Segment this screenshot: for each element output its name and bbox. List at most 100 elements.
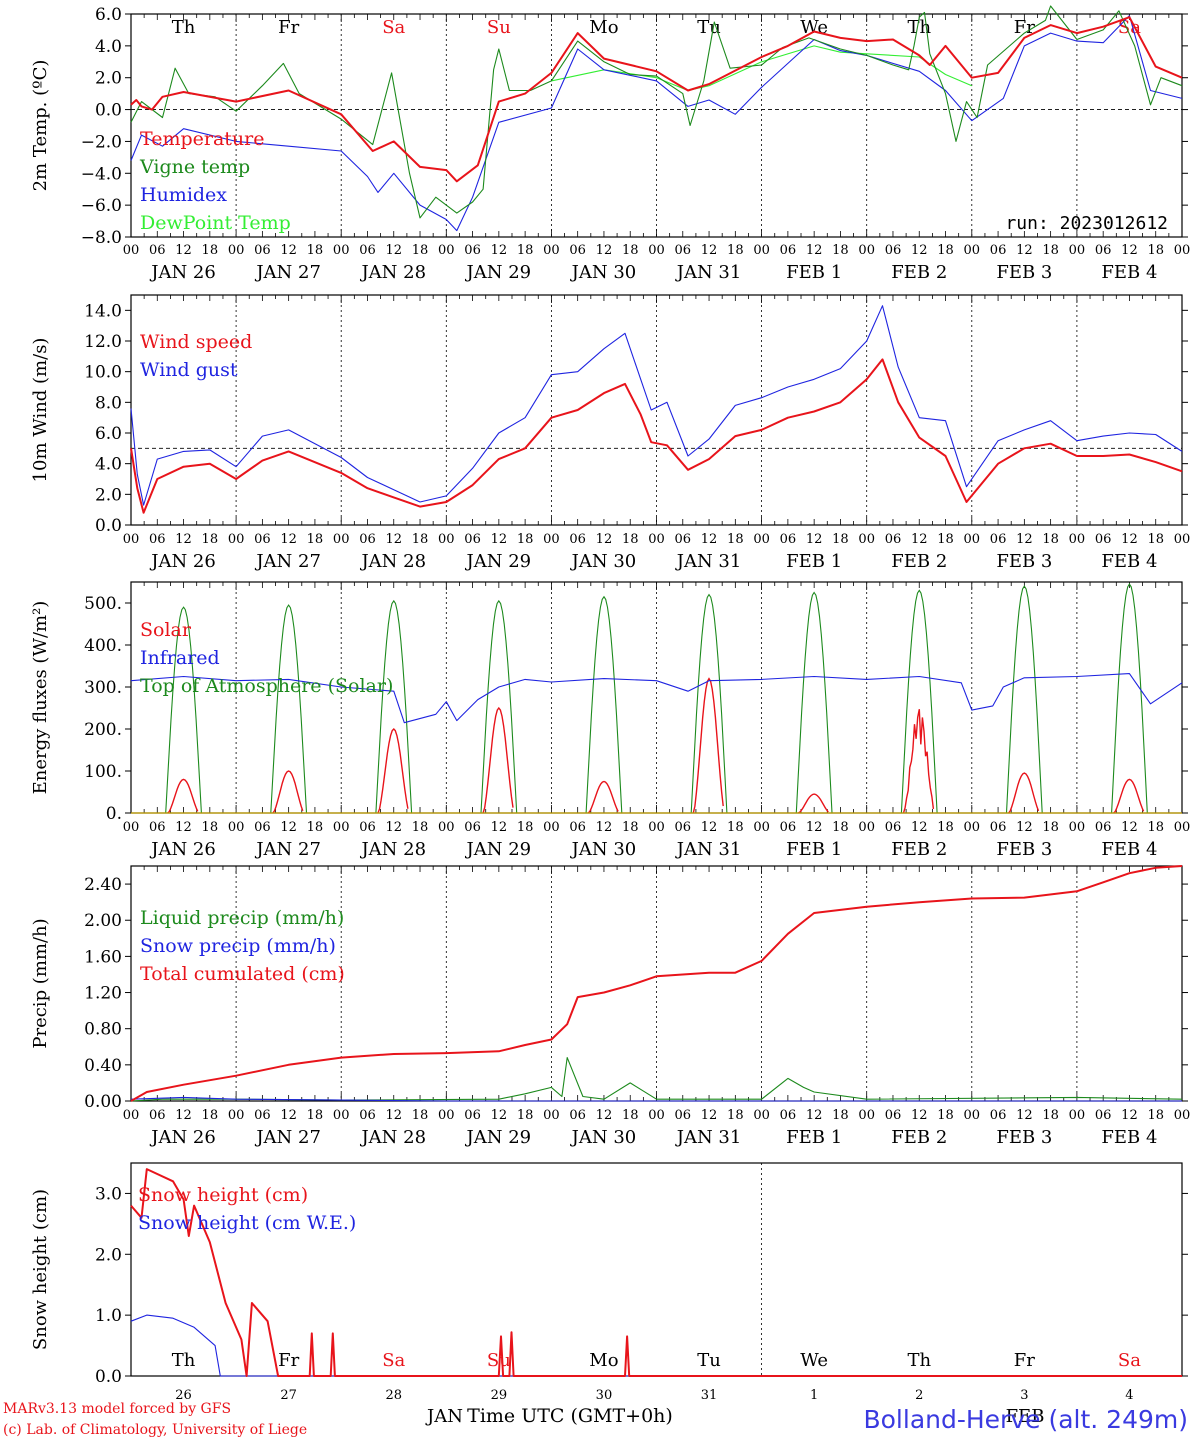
x-hour-label: 00 [648, 820, 665, 835]
x-date-label: FEB 1 [786, 262, 842, 283]
y-tick-label: 4.0 [95, 37, 122, 57]
x-date-label: JAN 26 [149, 839, 216, 860]
x-hour-label: 06 [359, 243, 376, 258]
day-number-label: 31 [701, 1388, 718, 1403]
x-hour-label: 00 [228, 1108, 245, 1123]
x-date-label: FEB 2 [891, 262, 947, 283]
x-hour-label: 00 [123, 820, 140, 835]
x-hour-label: 00 [753, 532, 770, 547]
y-tick-label: 2.0 [95, 1245, 122, 1265]
series-solar-day [377, 727, 409, 814]
x-date-label: FEB 4 [1101, 839, 1157, 860]
x-hour-label: 18 [622, 1108, 639, 1123]
x-hour-label: 06 [359, 1108, 376, 1123]
x-date-label: JAN 29 [465, 1127, 532, 1148]
series-toa-solar-day [585, 595, 623, 814]
x-hour-label: 12 [385, 243, 402, 258]
x-hour-label: 00 [543, 243, 560, 258]
x-hour-label: 00 [333, 820, 350, 835]
x-hour-label: 00 [228, 532, 245, 547]
x-hour-label: 00 [648, 1108, 665, 1123]
x-hour-label: 12 [1016, 1108, 1033, 1123]
x-hour-label: 06 [675, 820, 692, 835]
y-tick-label: 10.0 [84, 363, 122, 383]
series-temperature [130, 16, 1183, 183]
x-hour-label: 06 [990, 1108, 1007, 1123]
x-hour-label: 06 [569, 820, 586, 835]
x-hour-label: 18 [517, 820, 534, 835]
legend-entry: Total cumulated (cm) [140, 963, 345, 985]
legend-entry: Solar [140, 619, 192, 641]
y-tick-label: 0.40 [84, 1056, 122, 1076]
x-hour-label: 18 [307, 243, 324, 258]
y-tick-label: 0.0 [95, 1367, 122, 1387]
series-toa-solar-day [1111, 583, 1148, 814]
x-hour-label: 18 [1042, 243, 1059, 258]
x-hour-label: 06 [149, 243, 166, 258]
series-vigne-temp [130, 5, 1183, 219]
x-hour-label: 18 [937, 532, 954, 547]
x-hour-label: 12 [175, 1108, 192, 1123]
x-hour-label: 12 [1121, 820, 1138, 835]
y-axis-label: Precip (mm/h) [30, 918, 51, 1048]
x-hour-label: 18 [307, 1108, 324, 1123]
x-hour-label: 06 [569, 532, 586, 547]
x-date-label: JAN 29 [465, 551, 532, 572]
x-date-label: FEB 2 [891, 839, 947, 860]
x-date-label: JAN 30 [570, 551, 637, 572]
x-hour-label: 06 [464, 243, 481, 258]
x-hour-label: 06 [990, 820, 1007, 835]
weekday-label: Sa [382, 17, 405, 38]
x-hour-label: 18 [727, 1108, 744, 1123]
x-hour-label: 00 [1069, 1108, 1086, 1123]
x-hour-label: 12 [175, 243, 192, 258]
x-hour-label: 12 [280, 532, 297, 547]
x-hour-label: 06 [675, 243, 692, 258]
x-hour-label: 00 [1069, 532, 1086, 547]
x-hour-label: 12 [1016, 532, 1033, 547]
y-tick-label: 0.80 [84, 1020, 122, 1040]
x-hour-label: 12 [491, 532, 508, 547]
x-hour-label: 00 [753, 820, 770, 835]
x-hour-label: 06 [254, 1108, 271, 1123]
day-number-label: 2 [915, 1388, 923, 1403]
x-hour-label: 18 [622, 820, 639, 835]
x-hour-label: 18 [412, 1108, 429, 1123]
series-solar-day [272, 770, 304, 814]
y-tick-label: 8.0 [95, 393, 122, 413]
x-hour-label: 12 [701, 1108, 718, 1123]
x-hour-label: 12 [701, 820, 718, 835]
x-hour-label: 18 [937, 1108, 954, 1123]
x-hour-label: 12 [175, 532, 192, 547]
y-tick-label: −8.0 [81, 228, 122, 248]
day-number-label: 4 [1125, 1388, 1133, 1403]
x-hour-label: 18 [202, 820, 219, 835]
x-hour-label: 12 [806, 1108, 823, 1123]
weekday-label: Tu [697, 1350, 721, 1371]
x-hour-label: 06 [1095, 820, 1112, 835]
x-hour-label: 00 [438, 820, 455, 835]
x-hour-label: 00 [438, 532, 455, 547]
x-hour-label: 12 [491, 820, 508, 835]
x-hour-label: 00 [228, 243, 245, 258]
x-hour-label: 18 [1147, 820, 1164, 835]
x-hour-label: 18 [727, 532, 744, 547]
x-hour-label: 06 [254, 532, 271, 547]
x-hour-label: 06 [149, 532, 166, 547]
x-hour-label: 06 [464, 1108, 481, 1123]
x-date-label: JAN 28 [359, 551, 426, 572]
x-hour-label: 00 [648, 532, 665, 547]
weekday-label: Fr [278, 17, 299, 38]
x-date-label: JAN 30 [570, 262, 637, 283]
weekday-label: Fr [1014, 17, 1035, 38]
series-toa-solar-day [690, 593, 728, 814]
station-label: Bolland-Herve (alt. 249m) [863, 1405, 1188, 1434]
series-infrared [130, 673, 1183, 724]
month-label-jan: JAN [425, 1406, 463, 1427]
x-date-label: JAN 31 [675, 551, 742, 572]
weekday-label: Th [172, 1350, 196, 1371]
x-date-label: JAN 28 [359, 262, 426, 283]
legend-entry: Snow precip (mm/h) [140, 935, 336, 957]
y-tick-label: 4.0 [95, 455, 122, 475]
x-hour-label: 12 [1121, 1108, 1138, 1123]
